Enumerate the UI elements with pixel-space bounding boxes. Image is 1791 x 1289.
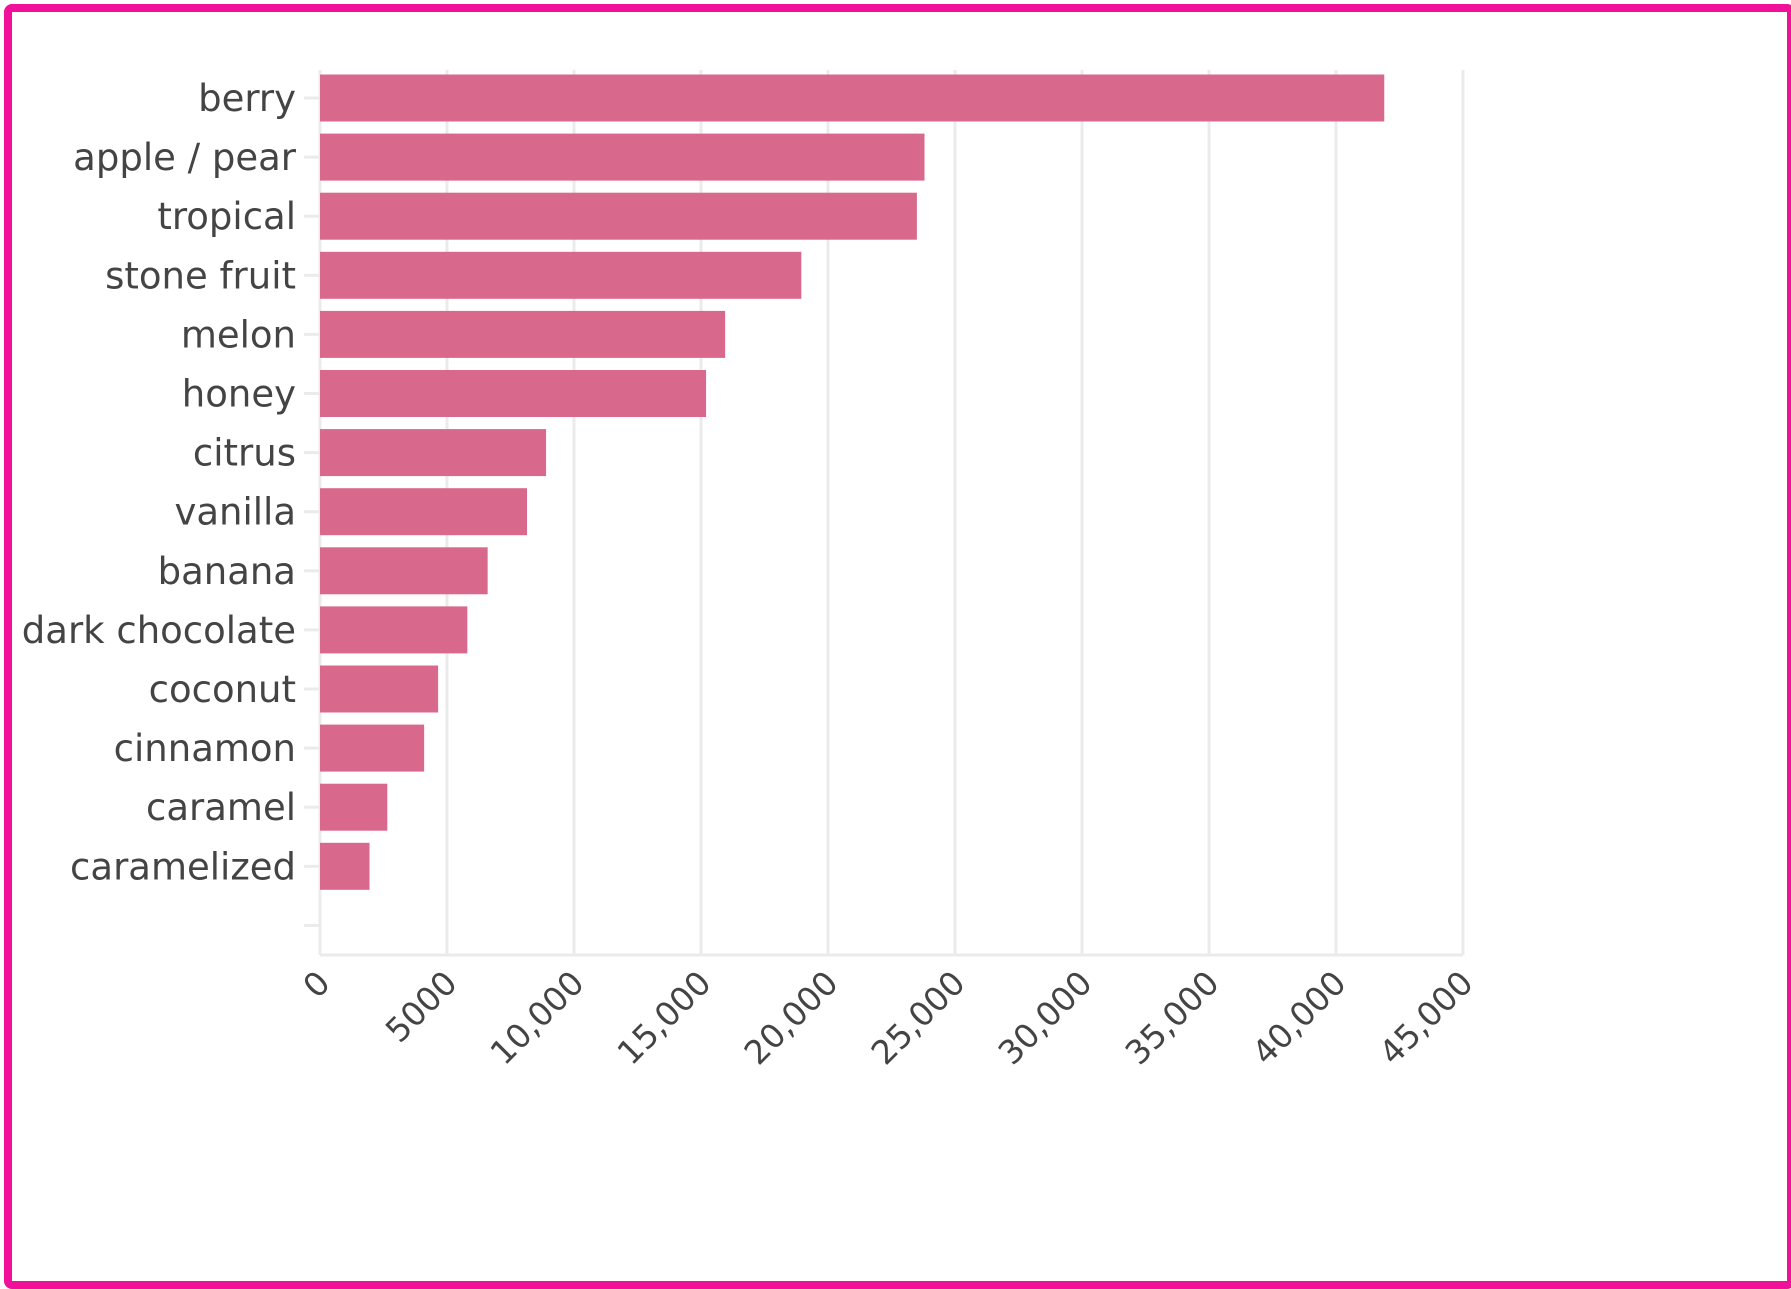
category-label: caramelized <box>70 845 296 888</box>
bar <box>320 842 370 890</box>
x-axis-ticks: 0 5000 10,000 15,000 20,000 25,000 30,000 35,00… <box>295 963 1480 1072</box>
bar <box>320 370 707 417</box>
category-label: berry <box>198 77 296 120</box>
bar <box>320 429 547 477</box>
x-tick-label: 25,000 <box>863 963 972 1072</box>
x-tick-label: 45,000 <box>1371 963 1480 1072</box>
x-tick-label: 0 <box>295 963 337 1005</box>
bar-chart: berry apple / pear tropical stone fruit melo… <box>22 70 1481 1072</box>
bar <box>320 74 1385 122</box>
bar <box>320 488 528 536</box>
x-tick-label: 40,000 <box>1244 963 1353 1072</box>
x-tick-label: 20,000 <box>736 963 845 1072</box>
chart-frame: berry apple / pear tropical stone fruit melo… <box>4 4 1791 1289</box>
bar <box>320 547 488 595</box>
category-labels: berry apple / pear tropical stone fruit melo… <box>22 77 297 888</box>
bar <box>320 665 439 713</box>
category-label: vanilla <box>174 491 296 534</box>
category-label: tropical <box>157 195 296 238</box>
category-label: banana <box>158 550 296 593</box>
category-label: coconut <box>149 668 296 711</box>
category-label: apple / pear <box>73 136 297 179</box>
x-tick-label: 5000 <box>378 963 465 1050</box>
bar <box>320 133 925 181</box>
category-label: stone fruit <box>105 254 296 297</box>
bar <box>320 724 425 772</box>
category-label: citrus <box>193 432 296 475</box>
category-label: melon <box>181 313 296 356</box>
category-label: caramel <box>146 786 296 829</box>
bar <box>320 251 802 299</box>
bar <box>320 606 468 654</box>
x-tick-label: 30,000 <box>990 963 1099 1072</box>
x-tick-label: 10,000 <box>482 963 591 1072</box>
x-tick-label: 35,000 <box>1117 963 1226 1072</box>
bar <box>320 783 388 831</box>
category-label: cinnamon <box>114 727 296 770</box>
bars <box>320 74 1385 890</box>
bar <box>320 192 917 240</box>
category-label: honey <box>182 373 296 416</box>
x-tick-label: 15,000 <box>609 963 718 1072</box>
category-label: dark chocolate <box>22 609 296 652</box>
bar <box>320 310 726 358</box>
